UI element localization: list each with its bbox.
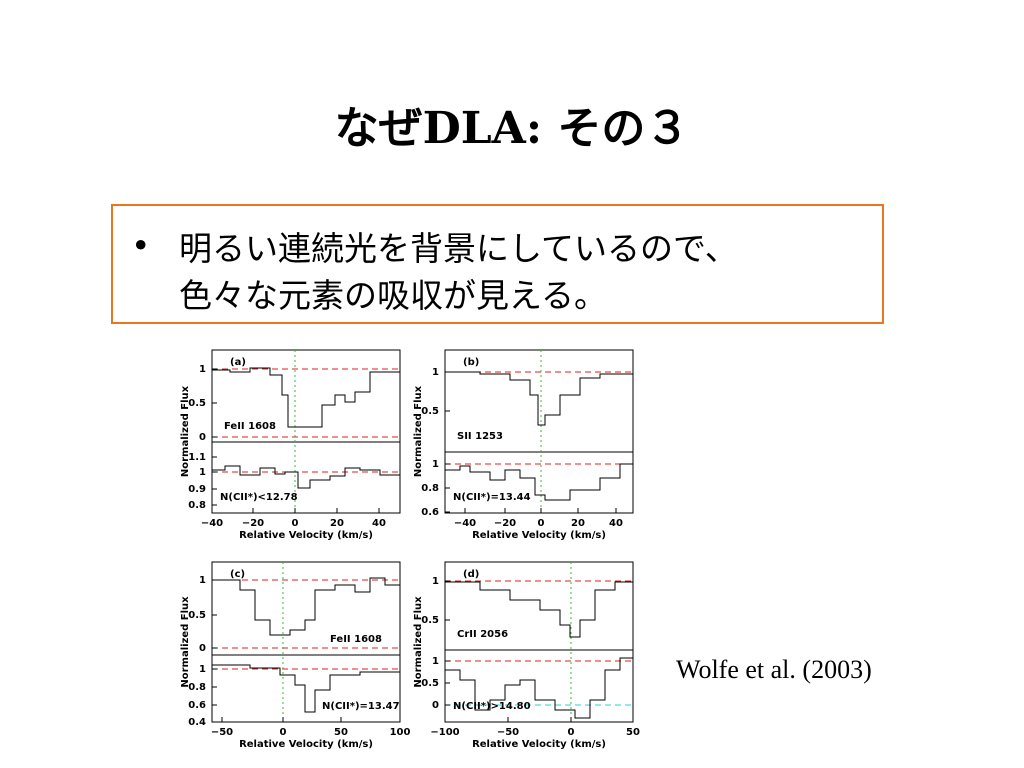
y-axis-label: Normalized Flux [413,385,424,477]
y-tick-label: 0.9 [188,484,206,495]
y-tick-label: 0.5 [188,610,206,621]
y-tick-label: 0 [199,643,206,654]
y-tick-label: 1 [432,459,439,470]
bullet-line: 色々な元素の吸収が見える。 [179,276,608,315]
panel-id: (a) [230,357,246,368]
spectrum [445,657,634,719]
x-tick-label: −20 [494,518,516,529]
species-label: SII 1253 [457,431,503,442]
x-tick-label: −40 [454,518,476,529]
column-density-note: N(CII*)>14.80 [453,701,531,712]
spectrum [445,581,633,638]
x-tick-label: 0 [280,727,287,738]
y-tick-label: 1 [432,656,439,667]
y-tick-label: 0.8 [188,500,206,511]
citation: Wolfe et al. (2003) [676,655,872,684]
y-tick-label: 0.4 [188,717,206,728]
x-tick-label: 20 [571,518,585,529]
y-tick-label: 1 [199,467,206,478]
x-axis-label: Relative Velocity (km/s) [239,739,373,750]
y-tick-label: 0 [199,432,206,443]
x-tick-label: −50 [497,727,519,738]
y-tick-label: 1 [432,367,439,378]
x-tick-label: −50 [211,727,233,738]
y-tick-label: 0.5 [421,615,439,626]
species-label: FeII 1608 [330,634,382,645]
y-axis-label: Normalized Flux [180,596,191,688]
species-label: FeII 1608 [224,421,276,432]
x-axis-label: Relative Velocity (km/s) [472,530,606,541]
spectrum [212,577,401,636]
x-tick-label: 0 [538,518,545,529]
x-tick-label: 0 [568,727,575,738]
column-density-note: N(CII*)=13.44 [453,492,531,503]
y-tick-label: 0.5 [421,406,439,417]
y-tick-label: 0.5 [188,398,206,409]
x-tick-label: 0 [292,518,299,529]
panel-id: (c) [230,569,245,580]
panel-id: (b) [463,357,479,368]
x-tick-label: 50 [334,727,348,738]
spectrum [445,463,634,501]
y-tick-label: 1 [199,664,206,675]
bullet-box: • 明るい連続光を背景にしているので、 色々な元素の吸収が見える。 [111,204,884,324]
bullet-line: 明るい連続光を背景にしているので、 [179,229,738,268]
y-tick-label: 1.1 [188,452,206,463]
panel-frame [444,349,634,514]
y-tick-label: 0.8 [421,483,439,494]
x-tick-label: −20 [242,518,264,529]
panel-id: (d) [463,569,479,580]
y-tick-label: 1 [199,364,206,375]
spectrum [212,367,401,428]
x-tick-label: 40 [609,518,623,529]
panel-frame [211,349,401,514]
x-tick-label: 40 [372,518,386,529]
x-tick-label: −100 [430,727,459,738]
species-label: CrII 2056 [457,629,508,640]
y-tick-label: 0.6 [421,507,439,518]
x-tick-label: −40 [201,518,223,529]
column-density-note: N(CII*)=13.47 [322,701,400,712]
panel-frame [211,561,401,723]
x-tick-label: 20 [330,518,344,529]
y-tick-label: 1 [199,575,206,586]
y-tick-label: 0.8 [188,682,206,693]
column-density-note: N(CII*)<12.78 [220,492,298,503]
spectrum [212,465,401,489]
y-tick-label: 0.6 [188,700,206,711]
y-axis-label: Normalized Flux [180,385,191,477]
x-tick-label: 50 [626,727,640,738]
y-tick-label: 0 [432,700,439,711]
x-axis-label: Relative Velocity (km/s) [472,739,606,750]
x-axis-label: Relative Velocity (km/s) [239,530,373,541]
bullet-marker: • [131,226,151,265]
spectrum [445,371,634,426]
y-tick-label: 1 [432,576,439,587]
y-axis-label: Normalized Flux [413,596,424,688]
slide-title: なぜDLA: その３ [334,103,690,154]
panel-frame [444,561,634,723]
spectrum [212,664,401,713]
y-tick-label: 0.5 [421,678,439,689]
x-tick-label: 100 [390,727,411,738]
